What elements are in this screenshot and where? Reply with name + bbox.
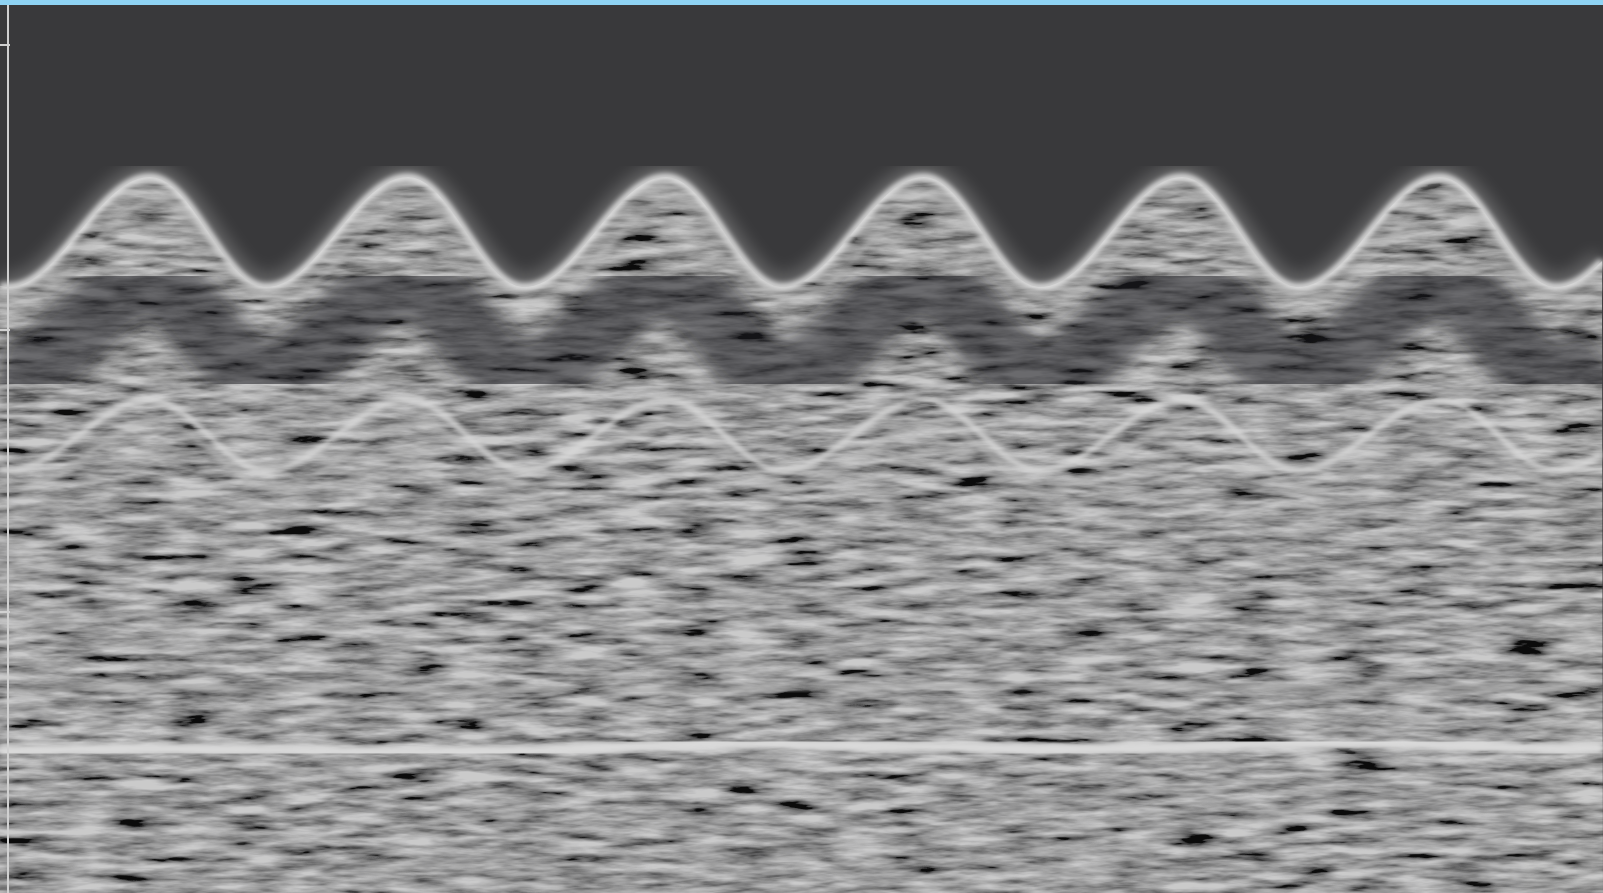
page: (() => { const period = 258, phase = 150… (0, 0, 1603, 893)
m-mode-ultrasound (0, 0, 1603, 893)
top-border (0, 0, 1603, 5)
